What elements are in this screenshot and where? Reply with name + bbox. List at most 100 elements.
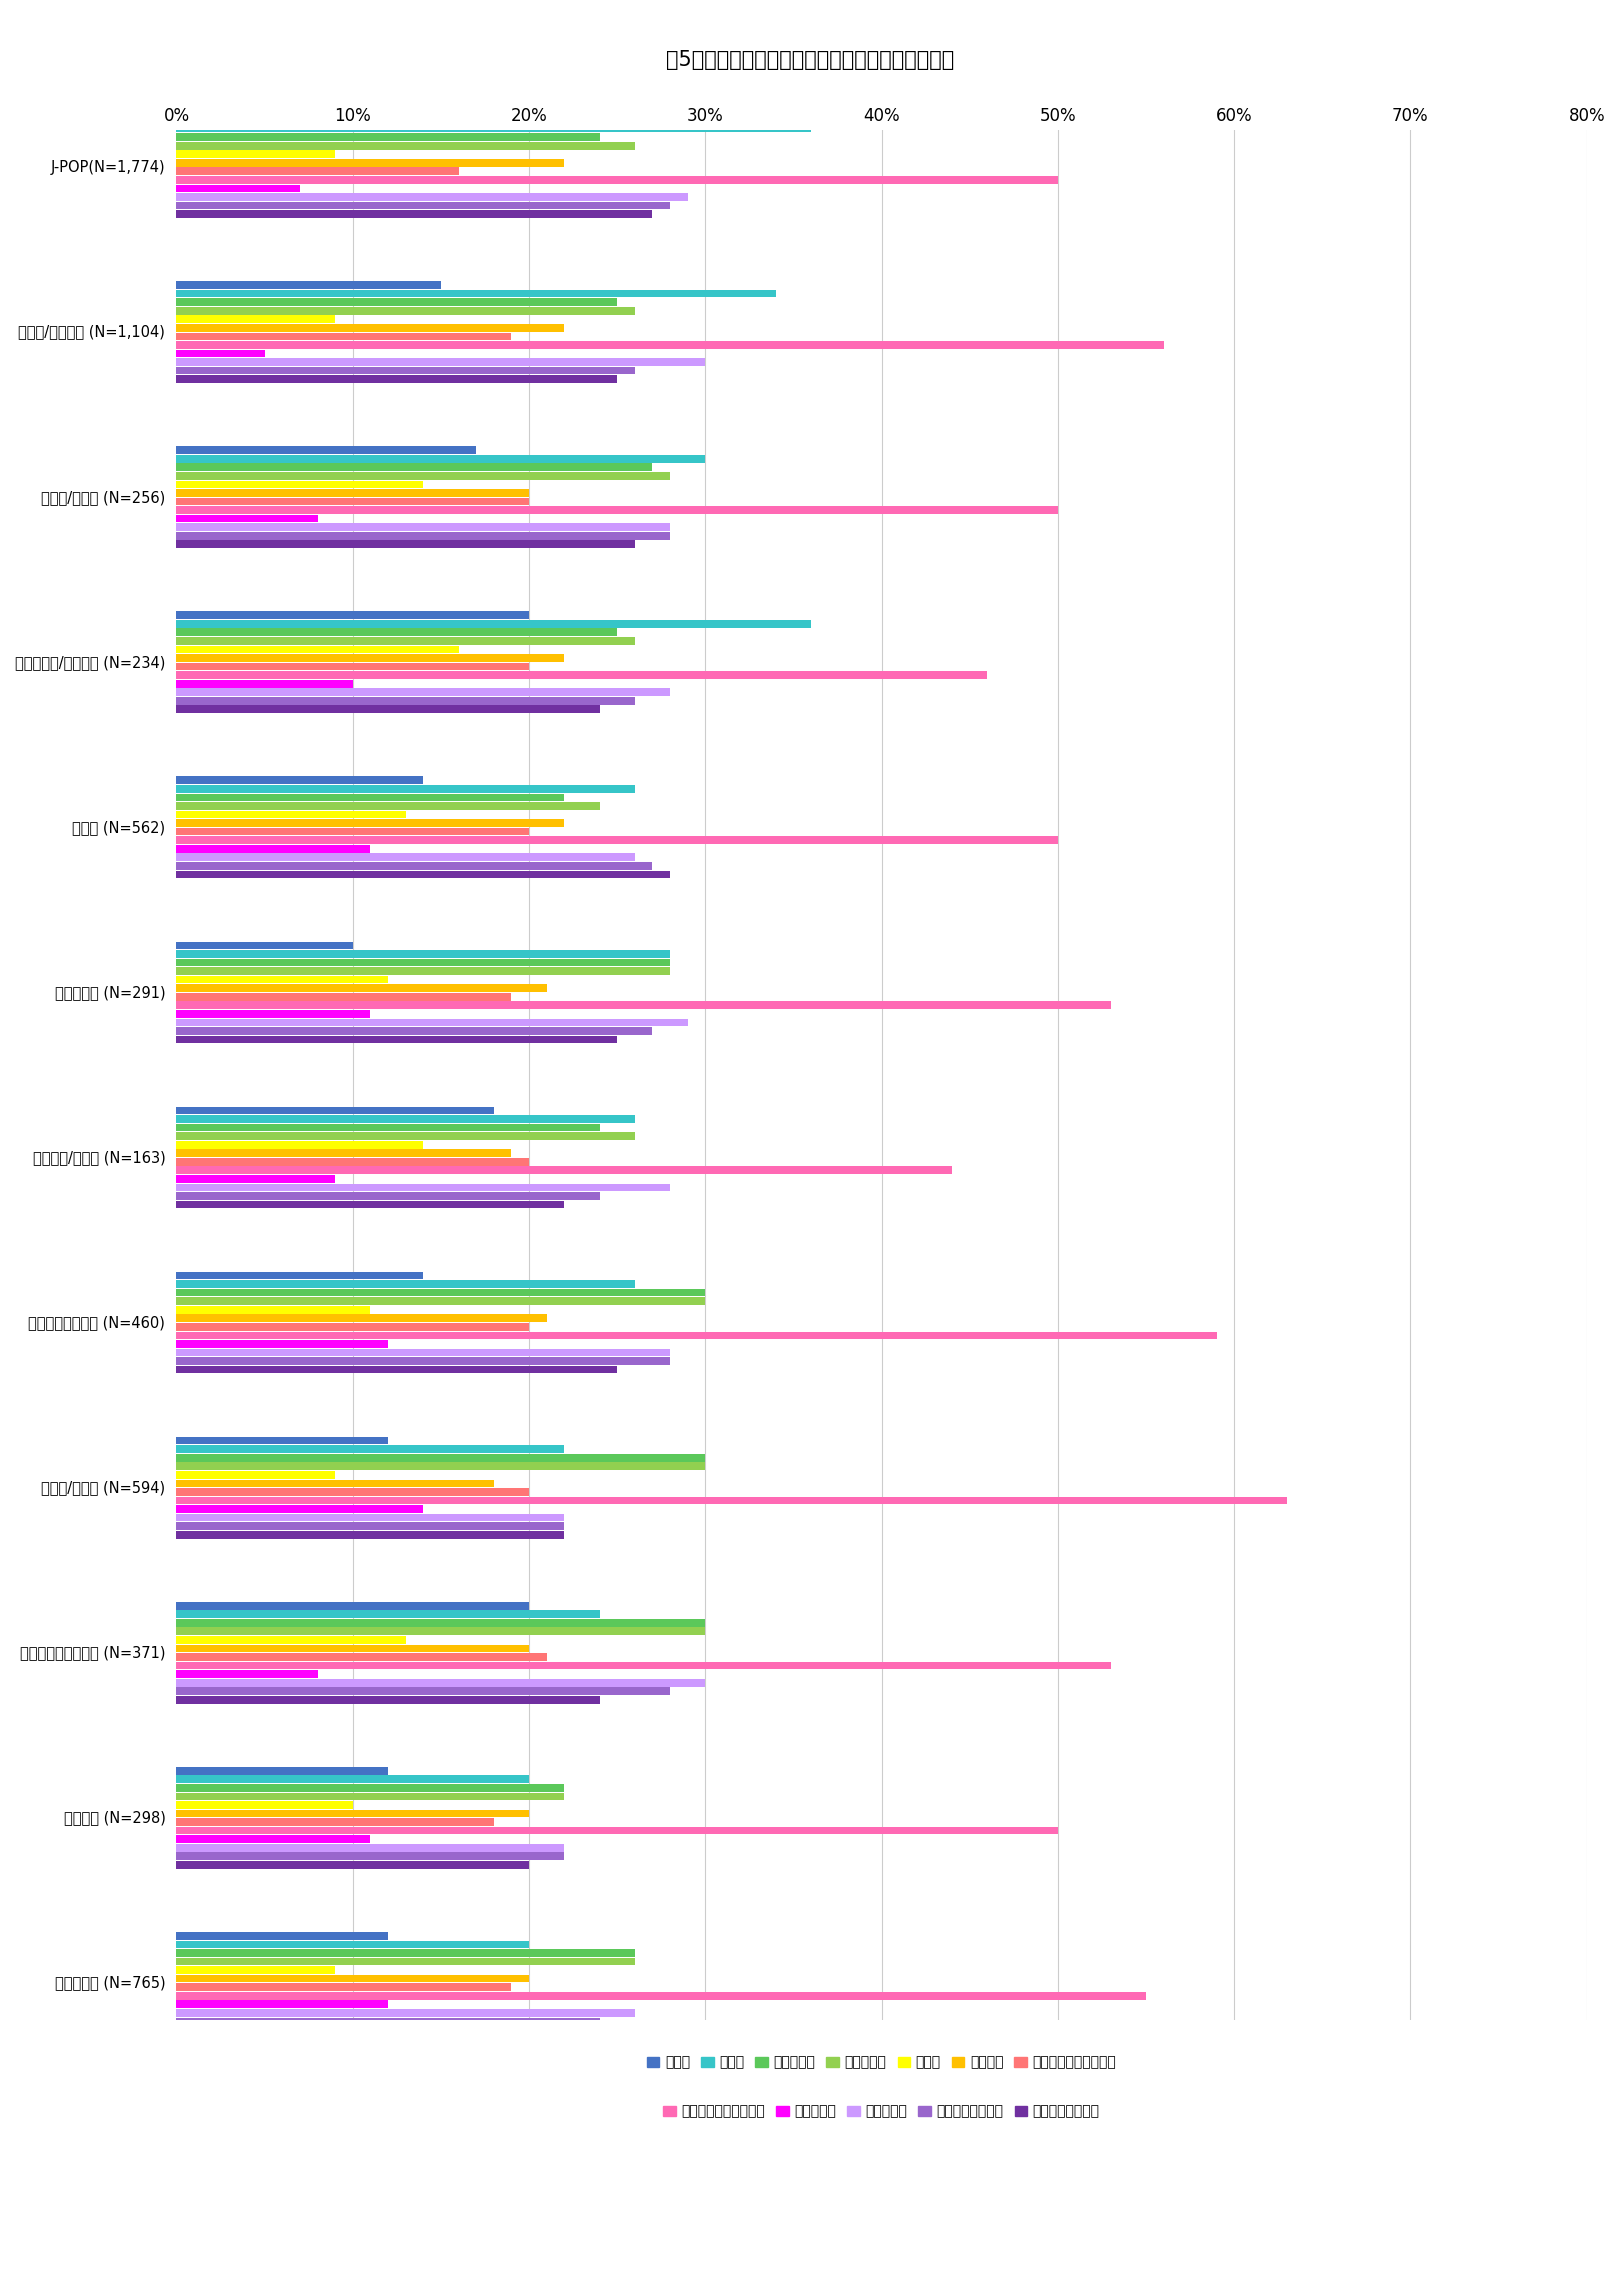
- Bar: [177, 1149, 512, 1158]
- Bar: [177, 620, 812, 627]
- Bar: [177, 1662, 1111, 1668]
- Bar: [177, 488, 530, 497]
- Bar: [177, 1809, 530, 1818]
- Bar: [177, 1523, 564, 1530]
- Bar: [177, 350, 264, 356]
- Bar: [177, 447, 476, 454]
- Bar: [177, 481, 423, 488]
- Bar: [177, 1843, 564, 1852]
- Bar: [177, 1001, 1111, 1010]
- Bar: [177, 359, 705, 365]
- Bar: [177, 985, 546, 992]
- Bar: [177, 1115, 635, 1124]
- Bar: [177, 1852, 564, 1859]
- Bar: [177, 951, 671, 958]
- Bar: [177, 540, 635, 547]
- Bar: [177, 125, 812, 132]
- Bar: [177, 679, 353, 688]
- Bar: [177, 1975, 530, 1982]
- Bar: [177, 1628, 705, 1634]
- Bar: [177, 316, 335, 322]
- Bar: [177, 1453, 705, 1462]
- Bar: [177, 515, 318, 522]
- Bar: [177, 1984, 512, 1991]
- Bar: [177, 1950, 635, 1957]
- Bar: [177, 1133, 635, 1140]
- Bar: [177, 1637, 405, 1643]
- Bar: [177, 454, 705, 463]
- Bar: [177, 1192, 599, 1201]
- Bar: [177, 1818, 494, 1825]
- Bar: [177, 1957, 635, 1966]
- Bar: [177, 872, 671, 878]
- Bar: [177, 801, 599, 810]
- Bar: [177, 1766, 389, 1775]
- Bar: [177, 688, 671, 697]
- Bar: [177, 1514, 564, 1521]
- Bar: [177, 134, 599, 141]
- Bar: [177, 306, 635, 316]
- Bar: [177, 331, 512, 340]
- Bar: [177, 141, 635, 150]
- Bar: [177, 1289, 705, 1296]
- Bar: [177, 1280, 635, 1287]
- Bar: [177, 1271, 423, 1280]
- Bar: [177, 325, 564, 331]
- Bar: [177, 1124, 599, 1130]
- Bar: [177, 976, 389, 983]
- Bar: [177, 1142, 423, 1149]
- Bar: [177, 1489, 530, 1496]
- Bar: [177, 1019, 687, 1026]
- Bar: [177, 829, 530, 835]
- Bar: [177, 645, 458, 654]
- Bar: [177, 942, 353, 949]
- Bar: [177, 159, 564, 166]
- Bar: [177, 810, 405, 819]
- Bar: [177, 1314, 546, 1321]
- Bar: [177, 297, 617, 306]
- Bar: [177, 1603, 530, 1609]
- Bar: [177, 1680, 705, 1687]
- Bar: [177, 368, 635, 375]
- Bar: [177, 1339, 389, 1348]
- Bar: [177, 663, 530, 670]
- Bar: [177, 654, 564, 663]
- Bar: [177, 281, 441, 288]
- Bar: [177, 1496, 1286, 1505]
- Bar: [177, 967, 671, 974]
- Bar: [177, 611, 530, 620]
- Bar: [177, 1505, 423, 1512]
- Bar: [177, 1183, 671, 1192]
- Bar: [177, 1775, 530, 1784]
- Bar: [177, 835, 1058, 844]
- Bar: [177, 1471, 335, 1478]
- Bar: [177, 1671, 318, 1678]
- Bar: [177, 1696, 599, 1705]
- Bar: [177, 794, 564, 801]
- Bar: [177, 1966, 335, 1975]
- Bar: [177, 785, 635, 792]
- Bar: [177, 1991, 1145, 2000]
- Bar: [177, 1643, 530, 1653]
- Bar: [177, 706, 599, 713]
- Bar: [177, 2000, 389, 2009]
- Bar: [177, 1446, 564, 1453]
- Bar: [177, 819, 564, 826]
- Bar: [177, 340, 1163, 350]
- Bar: [177, 1530, 564, 1539]
- Bar: [177, 1167, 953, 1174]
- Bar: [177, 211, 653, 218]
- Bar: [177, 1201, 564, 1208]
- Bar: [177, 291, 776, 297]
- Bar: [177, 1176, 335, 1183]
- Bar: [177, 1105, 494, 1115]
- Bar: [177, 1609, 599, 1619]
- Bar: [177, 2018, 599, 2025]
- Bar: [177, 1462, 705, 1471]
- Bar: [177, 1026, 653, 1035]
- Bar: [177, 672, 987, 679]
- Bar: [177, 1437, 389, 1444]
- Bar: [177, 1480, 494, 1487]
- Bar: [177, 1687, 671, 1696]
- Bar: [177, 629, 617, 636]
